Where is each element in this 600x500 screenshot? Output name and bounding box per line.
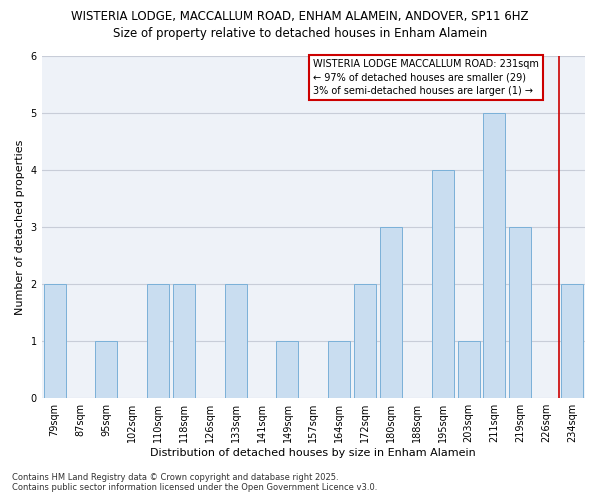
Text: Contains HM Land Registry data © Crown copyright and database right 2025.
Contai: Contains HM Land Registry data © Crown c… xyxy=(12,473,377,492)
Bar xyxy=(509,227,532,398)
Bar xyxy=(147,284,169,398)
Text: Size of property relative to detached houses in Enham Alamein: Size of property relative to detached ho… xyxy=(113,28,487,40)
Text: WISTERIA LODGE, MACCALLUM ROAD, ENHAM ALAMEIN, ANDOVER, SP11 6HZ: WISTERIA LODGE, MACCALLUM ROAD, ENHAM AL… xyxy=(71,10,529,23)
Bar xyxy=(328,341,350,398)
Bar xyxy=(380,227,402,398)
Bar xyxy=(173,284,195,398)
Bar xyxy=(484,114,505,398)
Bar xyxy=(225,284,247,398)
Bar xyxy=(458,341,479,398)
X-axis label: Distribution of detached houses by size in Enham Alamein: Distribution of detached houses by size … xyxy=(151,448,476,458)
Y-axis label: Number of detached properties: Number of detached properties xyxy=(15,140,25,315)
Text: WISTERIA LODGE MACCALLUM ROAD: 231sqm
← 97% of detached houses are smaller (29)
: WISTERIA LODGE MACCALLUM ROAD: 231sqm ← … xyxy=(313,60,539,96)
Bar xyxy=(277,341,298,398)
Bar xyxy=(44,284,65,398)
Bar xyxy=(432,170,454,398)
Bar xyxy=(354,284,376,398)
Bar xyxy=(561,284,583,398)
Bar xyxy=(95,341,118,398)
